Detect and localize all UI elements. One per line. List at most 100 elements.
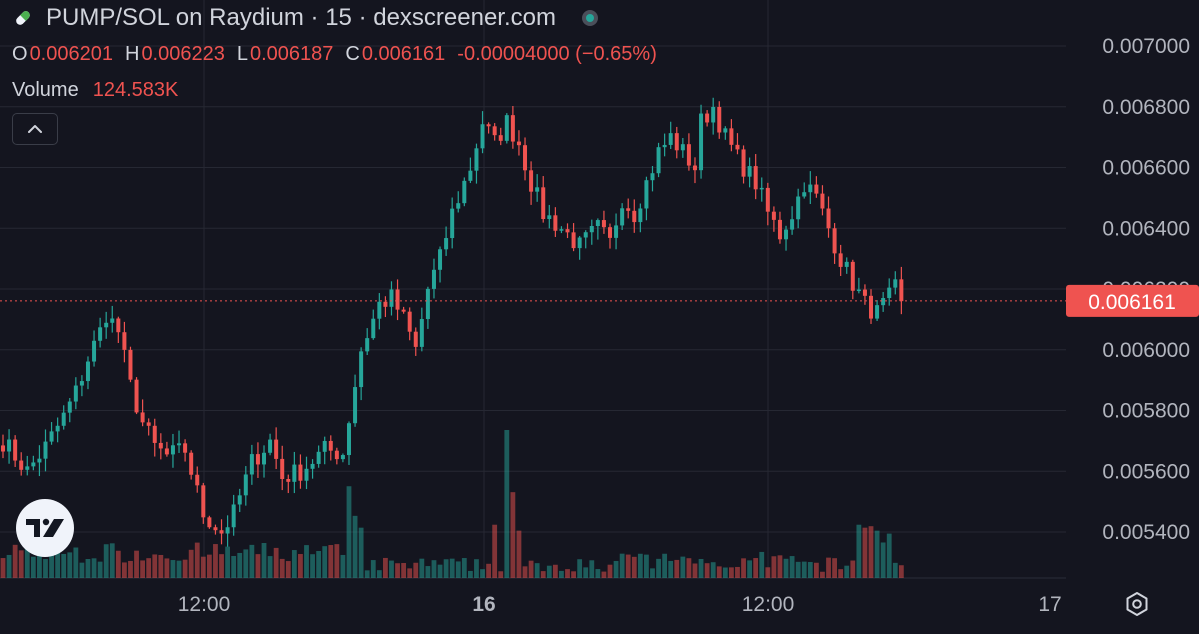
candle-body	[838, 253, 843, 267]
candle-body	[856, 289, 861, 292]
volume-bar	[425, 566, 431, 578]
candle-body	[468, 170, 473, 181]
candle-body	[413, 331, 418, 347]
volume-bar	[437, 564, 443, 578]
chart-settings-button[interactable]	[1121, 589, 1153, 619]
candle-body	[92, 340, 97, 362]
volume-bar	[395, 563, 400, 578]
candle-body	[747, 166, 752, 177]
volume-bar	[668, 560, 674, 578]
candle-body	[759, 187, 764, 190]
time-axis: 12:00 16 12:00 17	[178, 593, 1062, 616]
candle-body	[516, 141, 521, 146]
volume-bar	[807, 562, 813, 578]
tradingview-logo[interactable]	[16, 499, 74, 557]
candle-body	[492, 126, 497, 136]
volume-bars	[0, 430, 904, 578]
last-price-marker: 0.006161	[0, 284, 1199, 317]
candle-body	[377, 301, 382, 319]
candle-body	[523, 145, 528, 171]
volume-bar	[37, 550, 42, 578]
open-value: 0.006201	[29, 43, 113, 65]
volume-bar	[650, 568, 655, 578]
y-tick-label: 0.006000	[1102, 339, 1190, 362]
volume-bar	[346, 486, 352, 578]
volume-bar	[352, 515, 358, 578]
candle-body	[134, 379, 139, 413]
volume-bar	[158, 554, 164, 578]
volume-bar	[540, 571, 546, 578]
candle-body	[462, 180, 467, 204]
volume-bar	[631, 556, 637, 578]
volume-bar	[838, 569, 844, 578]
volume-bar	[358, 527, 364, 578]
candle-body	[474, 148, 479, 171]
candle-body	[116, 318, 121, 333]
candle-body	[692, 165, 697, 171]
candle-body	[425, 288, 430, 320]
volume-bar	[565, 569, 570, 578]
candle-body	[753, 166, 758, 190]
open-key: O	[12, 43, 28, 65]
volume-bar	[625, 554, 631, 578]
volume-bar	[455, 561, 461, 578]
candle-body	[280, 458, 285, 479]
volume-bar	[291, 550, 297, 578]
volume-bar	[255, 554, 261, 578]
volume-bar	[364, 570, 370, 578]
volume-bar	[619, 553, 625, 578]
candle-body	[207, 517, 212, 528]
candle-body	[535, 187, 540, 192]
candle-body	[195, 474, 200, 486]
candle-body	[316, 451, 321, 464]
candle-body	[444, 238, 449, 250]
volume-bar	[461, 558, 467, 578]
tradingview-logo-mark	[26, 518, 64, 537]
candle-body	[249, 454, 254, 475]
volume-bar	[467, 570, 473, 578]
candle-body	[547, 215, 552, 220]
candle-body	[553, 215, 558, 231]
volume-bar	[194, 542, 200, 578]
candle-body	[777, 219, 782, 240]
volume-bar	[832, 558, 837, 578]
candle-body	[359, 351, 364, 388]
y-tick-label: 0.005800	[1102, 400, 1190, 423]
candle-body	[893, 279, 898, 288]
volume-bar	[24, 548, 30, 578]
volume-bar	[498, 571, 504, 578]
candle-body	[13, 439, 18, 461]
candle-body	[862, 289, 867, 296]
candle-body	[808, 184, 813, 193]
volume-bar	[552, 564, 558, 578]
candle-body	[589, 226, 594, 233]
volume-bar	[795, 561, 801, 578]
candle-body	[723, 128, 728, 133]
candle-body	[231, 504, 236, 528]
candle-body	[729, 128, 734, 145]
candle-body	[510, 115, 515, 142]
volume-bar	[492, 524, 498, 578]
candle-body	[85, 361, 90, 382]
volume-bar	[97, 561, 103, 578]
volume-bar	[401, 563, 407, 578]
volume-bar	[43, 559, 48, 578]
candle-body	[875, 305, 880, 319]
candle-body	[201, 485, 206, 518]
candle-body	[104, 322, 109, 328]
volume-bar	[279, 558, 285, 578]
volume-bar	[18, 550, 24, 578]
volume-bar	[328, 545, 334, 578]
candle-body	[365, 338, 370, 352]
volume-bar	[146, 558, 152, 578]
collapse-legend-button[interactable]	[12, 113, 58, 145]
volume-bar	[765, 567, 771, 578]
x-tick-label: 12:00	[178, 593, 231, 616]
volume-bar	[741, 558, 746, 578]
y-tick-label: 0.006600	[1102, 157, 1190, 180]
candle-body	[43, 441, 48, 459]
volume-bar	[898, 565, 904, 578]
candle-body	[790, 219, 795, 230]
candle-body	[431, 269, 436, 289]
